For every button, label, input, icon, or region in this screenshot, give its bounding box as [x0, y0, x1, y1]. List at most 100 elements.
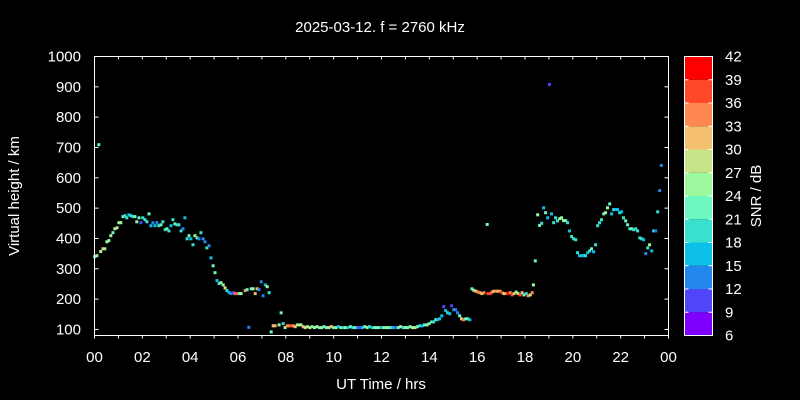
data-point: [111, 231, 115, 235]
data-point: [642, 238, 646, 242]
data-point: [161, 220, 165, 224]
data-point: [372, 326, 376, 330]
data-point: [556, 219, 559, 223]
data-point: [223, 286, 227, 290]
data-point: [399, 325, 403, 329]
data-point: [578, 254, 581, 258]
data-point: [315, 325, 319, 329]
data-point: [415, 325, 419, 329]
data-point: [356, 326, 360, 330]
colorbar-tick-label: 15: [725, 258, 742, 275]
data-point: [612, 208, 616, 212]
data-point: [215, 279, 219, 283]
data-point: [267, 291, 271, 295]
data-point: [462, 318, 465, 322]
data-point: [401, 326, 405, 330]
x-tick-label: 20: [564, 349, 581, 366]
data-point: [634, 227, 638, 231]
colorbar-tick-label: 12: [725, 281, 742, 298]
data-point: [528, 293, 532, 297]
data-point: [117, 221, 121, 225]
x-tick-label: 16: [469, 349, 486, 366]
data-point: [177, 223, 181, 227]
data-point: [648, 243, 652, 247]
data-point: [536, 213, 540, 217]
x-tick-label: 12: [373, 349, 390, 366]
colorbar-segment: [684, 103, 713, 127]
data-point: [213, 271, 217, 275]
data-point: [500, 291, 504, 295]
data-point: [287, 324, 291, 328]
colorbar-tick-label: 33: [725, 118, 742, 135]
data-point: [566, 221, 570, 225]
data-point: [231, 291, 235, 295]
data-point: [259, 280, 263, 284]
data-point: [492, 289, 496, 293]
colorbar: 6 9 12 15 18 21 24 27 30 33 36 39 42: [684, 49, 742, 345]
colorbar-segment: [684, 312, 713, 336]
data-point: [592, 250, 596, 254]
data-point: [504, 292, 508, 296]
data-point: [169, 224, 173, 228]
data-point: [175, 223, 179, 227]
data-point: [257, 288, 261, 292]
data-point: [444, 309, 448, 313]
colorbar-segment: [684, 172, 713, 196]
data-point: [442, 305, 446, 309]
data-point: [279, 311, 283, 315]
data-point: [332, 326, 336, 330]
data-point: [486, 292, 490, 296]
data-point: [564, 219, 568, 223]
data-point: [542, 206, 546, 210]
data-point: [167, 229, 171, 233]
data-point: [113, 227, 117, 231]
data-point: [387, 326, 391, 330]
data-point: [392, 326, 395, 330]
data-point: [247, 325, 251, 329]
data-point: [552, 221, 556, 225]
data-point: [436, 318, 440, 322]
data-point: [273, 324, 277, 328]
data-point: [151, 221, 155, 225]
data-point: [358, 326, 362, 330]
data-point: [229, 292, 233, 296]
x-tick-label: 14: [421, 349, 438, 366]
data-point: [622, 216, 625, 220]
data-point: [199, 231, 203, 235]
data-point: [245, 288, 249, 292]
data-point: [107, 239, 111, 243]
data-point: [418, 324, 422, 328]
y-tick-label: 600: [56, 170, 81, 187]
data-point: [133, 215, 137, 219]
data-point: [291, 324, 295, 328]
data-point: [616, 208, 620, 212]
data-point: [197, 237, 201, 241]
data-point: [659, 163, 663, 167]
data-point: [570, 235, 574, 239]
data-point: [510, 293, 514, 297]
data-point: [590, 247, 593, 251]
colorbar-tick-label: 42: [725, 49, 742, 66]
data-point: [173, 222, 177, 226]
data-point: [560, 216, 564, 220]
data-point: [344, 326, 348, 330]
data-point: [502, 292, 506, 296]
data-point: [310, 325, 314, 329]
data-point: [195, 236, 199, 240]
data-point: [531, 283, 535, 287]
data-point: [606, 206, 609, 210]
colorbar-tick-label: 27: [725, 165, 742, 182]
data-point: [125, 216, 129, 220]
data-point: [640, 237, 644, 241]
data-point: [520, 291, 524, 295]
data-point: [494, 289, 498, 293]
data-point: [277, 323, 281, 327]
data-point: [576, 251, 580, 255]
data-point: [251, 287, 255, 291]
data-point: [544, 211, 548, 215]
colorbar-tick-label: 18: [725, 235, 742, 252]
data-point: [508, 291, 512, 295]
data-point: [594, 243, 598, 247]
data-point: [181, 227, 185, 231]
data-point: [448, 312, 452, 316]
